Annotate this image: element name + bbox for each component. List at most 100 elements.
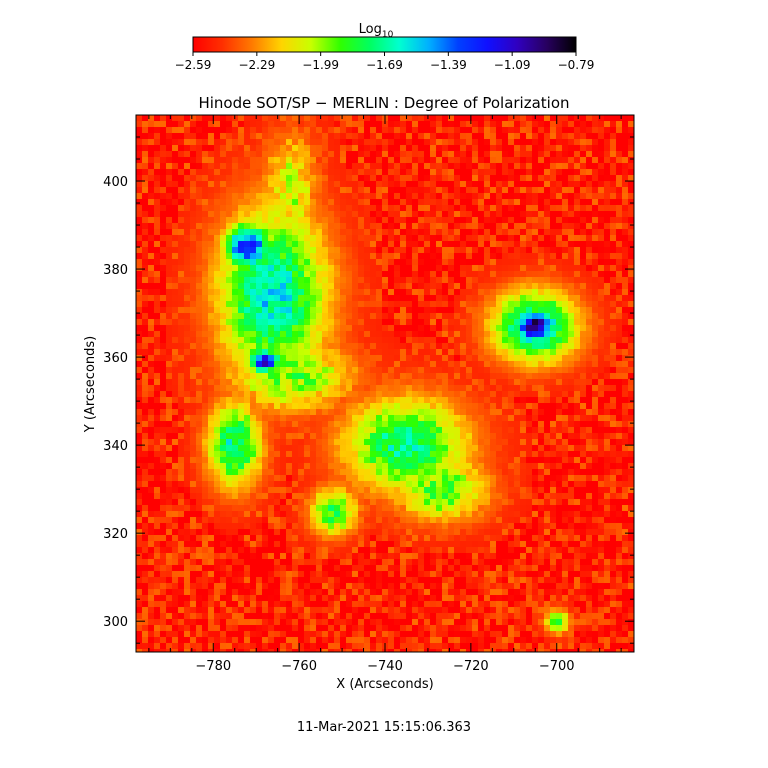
heatmap-cell xyxy=(238,253,245,260)
heatmap-cell xyxy=(454,229,461,236)
heatmap-cell xyxy=(298,343,305,350)
heatmap-cell xyxy=(328,379,335,386)
heatmap-cell xyxy=(466,193,473,200)
heatmap-cell xyxy=(532,313,539,320)
heatmap-cell xyxy=(304,469,311,476)
heatmap-cell xyxy=(136,289,143,296)
heatmap-cell xyxy=(310,145,317,152)
heatmap-cell xyxy=(148,157,155,164)
heatmap-cell xyxy=(514,115,521,122)
heatmap-cell xyxy=(436,391,443,398)
heatmap-cell xyxy=(478,361,485,368)
heatmap-cell xyxy=(328,247,335,254)
heatmap-cell xyxy=(328,235,335,242)
heatmap-cell xyxy=(586,139,593,146)
heatmap-cell xyxy=(262,427,269,434)
heatmap-cell xyxy=(190,199,197,206)
heatmap-cell xyxy=(328,331,335,338)
heatmap-cell xyxy=(304,223,311,230)
heatmap-cell xyxy=(592,199,599,206)
heatmap-cell xyxy=(238,145,245,152)
heatmap-cell xyxy=(190,403,197,410)
heatmap-cell xyxy=(448,217,455,224)
heatmap-cell xyxy=(496,361,503,368)
heatmap-cell xyxy=(454,115,461,122)
heatmap-cell xyxy=(274,463,281,470)
heatmap-cell xyxy=(328,283,335,290)
heatmap-cell xyxy=(538,199,545,206)
heatmap-cell xyxy=(484,457,491,464)
heatmap-cell xyxy=(460,115,467,122)
heatmap-cell xyxy=(454,139,461,146)
heatmap-cell xyxy=(484,235,491,242)
heatmap-cell xyxy=(268,367,275,374)
heatmap-cell xyxy=(598,295,605,302)
heatmap-cell xyxy=(622,217,629,224)
heatmap-cell xyxy=(562,187,569,194)
heatmap-cell xyxy=(490,325,497,332)
heatmap-cell xyxy=(244,283,251,290)
heatmap-cell xyxy=(460,337,467,344)
heatmap-cell xyxy=(466,283,473,290)
heatmap-cell xyxy=(580,181,587,188)
heatmap-cell xyxy=(382,223,389,230)
heatmap-cell xyxy=(142,325,149,332)
heatmap-cell xyxy=(322,139,329,146)
heatmap-cell xyxy=(484,439,491,446)
heatmap-cell xyxy=(580,385,587,392)
heatmap-cell xyxy=(148,211,155,218)
heatmap-cell xyxy=(484,115,491,122)
heatmap-cell xyxy=(310,397,317,404)
heatmap-cell xyxy=(298,451,305,458)
heatmap-cell xyxy=(184,397,191,404)
heatmap-cell xyxy=(388,397,395,404)
heatmap-cell xyxy=(562,193,569,200)
heatmap-cell xyxy=(154,331,161,338)
heatmap-cell xyxy=(490,163,497,170)
heatmap-cell xyxy=(526,205,533,212)
heatmap-cell xyxy=(502,397,509,404)
heatmap-cell xyxy=(448,175,455,182)
heatmap-cell xyxy=(448,253,455,260)
heatmap-cell xyxy=(478,229,485,236)
heatmap-cell xyxy=(364,277,371,284)
heatmap-cell xyxy=(136,211,143,218)
heatmap-cell xyxy=(604,319,611,326)
heatmap-cell xyxy=(514,457,521,464)
heatmap-cell xyxy=(574,295,581,302)
heatmap-cell xyxy=(568,241,575,248)
heatmap-cell xyxy=(316,133,323,140)
heatmap-cell xyxy=(346,313,353,320)
heatmap-cell xyxy=(190,319,197,326)
heatmap-cell xyxy=(226,469,233,476)
heatmap-cell xyxy=(406,121,413,128)
heatmap-cell xyxy=(166,223,173,230)
heatmap-cell xyxy=(376,379,383,386)
heatmap-cell xyxy=(370,133,377,140)
heatmap-cell xyxy=(406,307,413,314)
heatmap-cell xyxy=(538,373,545,380)
heatmap-cell xyxy=(316,367,323,374)
heatmap-cell xyxy=(250,187,257,194)
heatmap-cell xyxy=(202,259,209,266)
heatmap-cell xyxy=(406,433,413,440)
heatmap-cell xyxy=(196,133,203,140)
heatmap-cell xyxy=(166,451,173,458)
heatmap-cell xyxy=(328,223,335,230)
heatmap-cell xyxy=(190,157,197,164)
heatmap-cell xyxy=(274,295,281,302)
heatmap-cell xyxy=(352,223,359,230)
heatmap-cell xyxy=(154,277,161,284)
heatmap-cell xyxy=(292,133,299,140)
heatmap-cell xyxy=(376,325,383,332)
heatmap-cell xyxy=(598,343,605,350)
heatmap-cell xyxy=(250,325,257,332)
heatmap-cell xyxy=(328,325,335,332)
heatmap-cell xyxy=(220,271,227,278)
heatmap-cell xyxy=(136,457,143,464)
heatmap-cell xyxy=(142,163,149,170)
heatmap-cell xyxy=(478,397,485,404)
heatmap-cell xyxy=(154,181,161,188)
heatmap-cell xyxy=(286,469,293,476)
colorbar-tick-label: −1.09 xyxy=(494,58,531,72)
